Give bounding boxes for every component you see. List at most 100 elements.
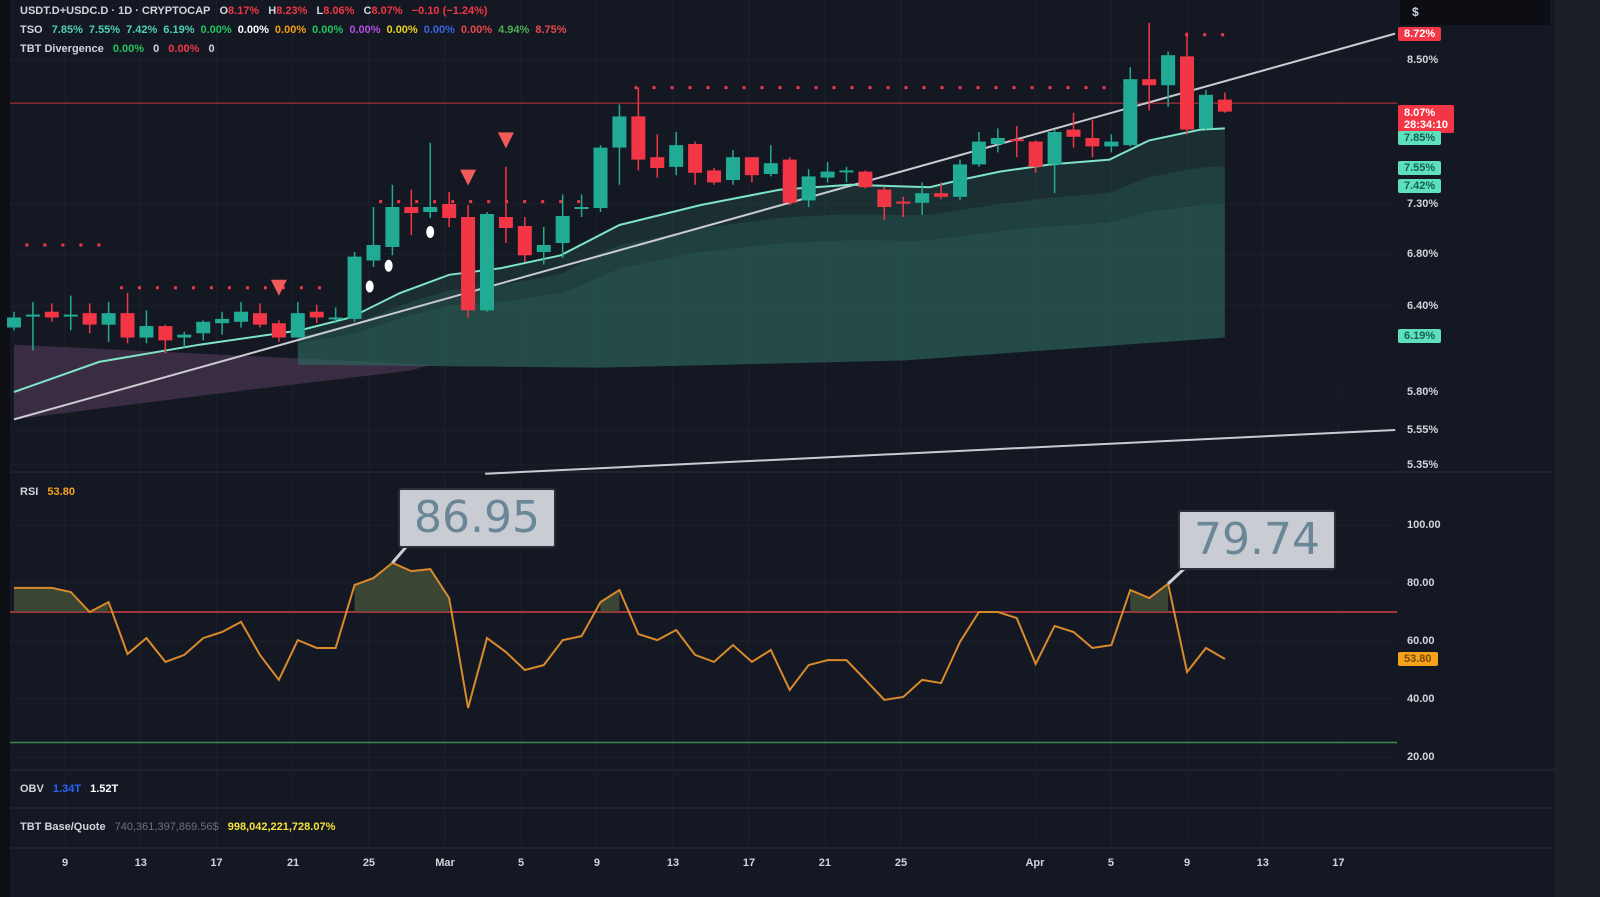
- candle-down: [650, 157, 665, 168]
- candle-up: [953, 164, 967, 197]
- candle-up: [915, 193, 930, 203]
- time-axis-tick: 17: [210, 857, 223, 869]
- time-axis-tick: 13: [666, 857, 680, 869]
- price-axis-tick: 5.55%: [1407, 424, 1439, 436]
- candle-up: [101, 313, 116, 325]
- time-axis-tick: 17: [742, 857, 756, 869]
- price-axis-tag: 7.85%: [1398, 131, 1442, 145]
- obv-name: OBV: [20, 783, 44, 795]
- rsi-axis-tag: 53.80: [1398, 651, 1438, 666]
- candle-up: [763, 163, 778, 174]
- rsi-name: RSI: [20, 486, 39, 498]
- rsi-axis-tick: 20.00: [1407, 751, 1435, 763]
- candle-up: [177, 334, 192, 338]
- candle-down: [1085, 138, 1100, 147]
- candle-down: [442, 204, 457, 218]
- obv-legend[interactable]: OBV 1.34T 1.52T: [20, 783, 124, 795]
- time-axis-tick: 13: [1256, 857, 1269, 869]
- trendline: [13, 32, 1396, 421]
- candle-up: [574, 207, 589, 209]
- candle-down: [782, 159, 797, 203]
- time-axis-tick: 17: [1332, 857, 1345, 869]
- tso-value: 8.75%: [535, 24, 567, 36]
- time-axis-tick: 25: [362, 857, 376, 869]
- time-axis-tick: 13: [134, 857, 147, 869]
- ohlc-close: C8.07%: [363, 5, 403, 17]
- rsi-legend[interactable]: RSI 53.80: [20, 486, 81, 498]
- candle-up: [555, 216, 570, 243]
- candle-down: [934, 193, 949, 197]
- candle-up: [839, 170, 854, 173]
- candle-down: [309, 311, 324, 318]
- candle-up: [25, 314, 40, 317]
- rsi-callout-high[interactable]: 86.95: [398, 488, 556, 548]
- candle-down: [158, 326, 173, 341]
- currency-button[interactable]: $: [1400, 0, 1550, 25]
- candle-up: [801, 176, 816, 201]
- purple-cloud: [14, 344, 431, 420]
- time-axis-tick: 5: [1107, 857, 1115, 869]
- candle-down: [1009, 139, 1024, 142]
- time-axis-tick: Mar: [435, 857, 455, 869]
- obv-v2: 1.52T: [90, 783, 119, 795]
- divergence-v2: 0: [153, 43, 160, 55]
- price-axis-tick: 5.80%: [1407, 386, 1439, 398]
- left-border: [0, 0, 10, 897]
- rsi-overbought-fill: [14, 587, 109, 612]
- tbt-v2: 998,042,221,728.07%: [227, 821, 336, 833]
- teal-cloud-layer: [297, 166, 1225, 368]
- price-axis-tick: 8.50%: [1407, 54, 1439, 66]
- rsi-overbought-fill: [1130, 583, 1169, 612]
- candle-down: [1142, 79, 1157, 86]
- candle-up: [215, 318, 230, 324]
- candle-up: [328, 317, 343, 320]
- candle-up: [366, 245, 381, 261]
- candle-up: [1123, 79, 1138, 146]
- rsi-callout-recent[interactable]: 79.74: [1178, 510, 1336, 570]
- price-axis-tick: 7.30%: [1407, 198, 1439, 210]
- candle-up: [1198, 94, 1213, 129]
- tso-value: 6.19%: [163, 24, 195, 36]
- right-toolbar-strip: [1555, 0, 1600, 897]
- rsi-axis-tick: 80.00: [1407, 577, 1435, 589]
- divergence-v4: 0: [208, 43, 215, 55]
- time-axis-tick: 9: [593, 857, 600, 869]
- rsi-line: [14, 561, 1226, 709]
- tso-value: 0.00%: [200, 24, 232, 36]
- tso-value: 7.85%: [51, 24, 83, 36]
- candle-up: [63, 314, 78, 317]
- candle-up: [7, 317, 21, 328]
- symbol-title[interactable]: USDT.D+USDC.D · 1D · CRYPTOCAP: [20, 5, 211, 17]
- teal-cloud-layer: [297, 128, 1225, 368]
- candle-up: [1047, 132, 1062, 165]
- price-axis-tag: 7.55%: [1398, 161, 1442, 175]
- candle-up: [1104, 141, 1119, 147]
- time-axis-tick: 9: [1183, 857, 1191, 869]
- tbt-v1: 740,361,397,869.56$: [114, 821, 219, 833]
- tbt-legend[interactable]: TBT Base/Quote 740,361,397,869.56$ 998,0…: [20, 821, 341, 833]
- candle-down: [1028, 141, 1043, 167]
- tso-value: 0.00%: [312, 24, 344, 36]
- candle-down: [404, 207, 419, 213]
- candle-up: [990, 138, 1005, 144]
- divergence-v1: 0.00%: [112, 43, 145, 55]
- teal-cloud-layer: [297, 204, 1225, 368]
- rsi-axis-tick: 60.00: [1407, 635, 1435, 647]
- price-axis-tag: 8.07% 28:34:10: [1398, 104, 1455, 133]
- time-axis-tick: 25: [894, 857, 908, 869]
- candle-down: [271, 323, 286, 338]
- candle-up: [347, 256, 362, 319]
- tso-legend[interactable]: TSO 7.85% 7.55% 7.42% 6.19% 0.00% 0.00% 0.00% 0…: [20, 24, 573, 36]
- sell-signal-triangle-icon: [497, 132, 514, 149]
- price-axis-tick: 5.35%: [1407, 459, 1439, 471]
- signal-dot-icon: [426, 226, 435, 238]
- candle-up: [423, 207, 438, 212]
- candle-down: [517, 226, 532, 256]
- tso-value: 0.00%: [423, 24, 455, 36]
- candle-up: [725, 157, 740, 180]
- divergence-legend[interactable]: TBT Divergence 0.00% 0 0.00% 0: [20, 43, 221, 55]
- symbol-legend: USDT.D+USDC.D · 1D · CRYPTOCAP O8.17% H8…: [20, 5, 494, 17]
- ohlc-open: O8.17%: [219, 5, 260, 17]
- candle-up: [385, 207, 400, 247]
